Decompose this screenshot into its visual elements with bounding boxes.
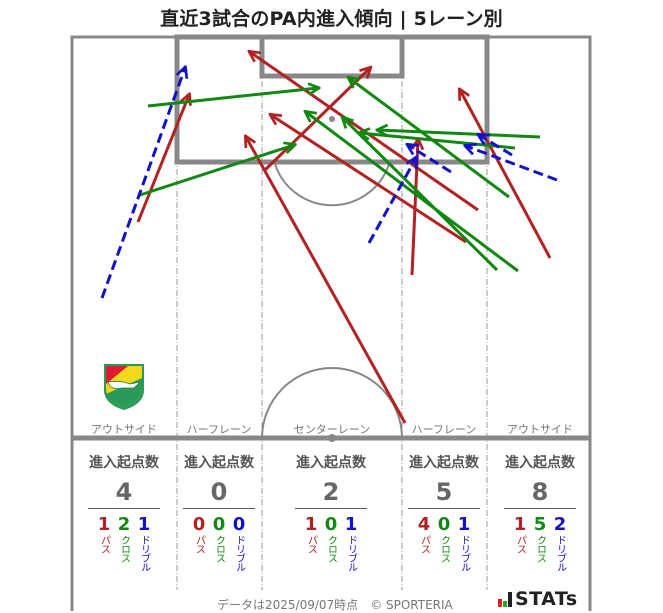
stat-dribble: 1 ドリブル <box>137 514 151 572</box>
cross-arrow <box>349 78 510 199</box>
stat-breakdown: 1 パス 2 クロス 1 ドリブル <box>79 514 169 572</box>
stat-pass: 0 パス <box>192 515 206 571</box>
stat-total: 8 <box>504 478 576 509</box>
stat-total: 4 <box>88 478 160 509</box>
stat-pass-label: パス <box>98 535 110 553</box>
stat-pass: 1 パス <box>304 515 318 571</box>
stat-breakdown: 1 パス 0 クロス 1 ドリブル <box>286 514 376 572</box>
stat-pass-count: 1 <box>97 514 111 535</box>
pass-arrow <box>271 115 467 244</box>
stat-dribble: 0 ドリブル <box>232 514 246 572</box>
stat-dribble-count: 1 <box>457 514 471 535</box>
lane-stat-column: 進入起点数 2 1 パス 0 クロス 1 ドリブル <box>286 452 376 571</box>
stat-header: 進入起点数 <box>505 455 575 471</box>
stat-pass-label: パス <box>514 535 526 553</box>
stat-cross: 0 クロス <box>324 515 338 571</box>
stat-cross-count: 2 <box>117 514 131 535</box>
cross-arrow <box>147 88 318 108</box>
stat-cross-count: 5 <box>533 514 547 535</box>
stat-dribble: 1 ドリブル <box>344 514 358 572</box>
stat-cross: 5 クロス <box>533 515 547 571</box>
lane-stat-column: 進入起点数 5 4 パス 0 クロス 1 ドリブル <box>399 452 489 571</box>
stat-pass-label: パス <box>193 535 205 553</box>
lane-label-halflane-left: ハーフレーン <box>186 423 252 436</box>
cross-arrow <box>343 118 499 272</box>
lane-label-outside-right: アウトサイド <box>507 423 573 436</box>
stat-dribble-label: ドリブル <box>345 535 357 571</box>
dribble-arrow <box>479 135 513 157</box>
stat-dribble-count: 2 <box>553 514 567 535</box>
lane-stat-column: 進入起点数 4 1 パス 2 クロス 1 ドリブル <box>79 452 169 571</box>
cross-arrow <box>378 130 541 139</box>
penalty-spot <box>329 116 335 122</box>
lane-label-center: センターレーン <box>293 423 371 436</box>
stat-pass-count: 4 <box>417 514 431 535</box>
stat-pass-count: 1 <box>513 514 527 535</box>
stat-pass: 1 パス <box>97 515 111 571</box>
stat-total: 5 <box>408 478 480 509</box>
stat-cross: 0 クロス <box>212 515 226 571</box>
pass-arrow <box>246 137 407 424</box>
stat-header: 進入起点数 <box>184 455 254 471</box>
stat-header: 進入起点数 <box>89 455 159 471</box>
stat-pass: 1 パス <box>513 515 527 571</box>
stat-total: 2 <box>295 478 367 509</box>
cross-arrow <box>306 112 519 273</box>
lane-stat-column: 進入起点数 8 1 パス 5 クロス 2 ドリブル <box>495 452 585 571</box>
stat-cross: 0 クロス <box>437 515 451 571</box>
stat-cross-label: クロス <box>213 535 225 562</box>
stat-cross-count: 0 <box>324 514 338 535</box>
stats-logo: STATs <box>498 588 578 610</box>
stat-dribble-count: 1 <box>344 514 358 535</box>
stat-cross: 2 クロス <box>117 515 131 571</box>
stat-dribble: 1 ドリブル <box>457 514 471 572</box>
footer-credit: データは2025/09/07時点 © SPORTERIA <box>217 598 453 612</box>
pass-arrow <box>460 90 552 259</box>
stat-dribble-label: ドリブル <box>554 535 566 571</box>
stat-pass-label: パス <box>305 535 317 553</box>
stat-dribble-count: 1 <box>137 514 151 535</box>
stat-cross-label: クロス <box>438 535 450 562</box>
stat-pass-label: パス <box>418 535 430 553</box>
stat-header: 進入起点数 <box>409 455 479 471</box>
dribble-arrow <box>408 145 452 174</box>
dribble-arrow <box>367 158 416 244</box>
stat-dribble-count: 0 <box>232 514 246 535</box>
cross-arrow <box>360 133 516 150</box>
stat-cross-label: クロス <box>534 535 546 562</box>
lane-label-halflane-right: ハーフレーン <box>411 423 477 436</box>
stat-dribble: 2 ドリブル <box>553 514 567 572</box>
stat-cross-count: 0 <box>212 514 226 535</box>
lane-stat-column: 進入起点数 0 0 パス 0 クロス 0 ドリブル <box>174 452 264 571</box>
stat-dribble-label: ドリブル <box>458 535 470 571</box>
brand-text: STATs <box>515 588 578 610</box>
pass-arrow <box>136 95 189 223</box>
goal-area <box>259 34 405 79</box>
stat-pass: 4 パス <box>417 515 431 571</box>
cross-arrow <box>139 145 294 197</box>
stat-pass-count: 0 <box>192 514 206 535</box>
stat-dribble-label: ドリブル <box>233 535 245 571</box>
penalty-arc <box>274 163 390 207</box>
chart-title: 直近3試合のPA内進入傾向 | 5レーン別 <box>160 8 503 30</box>
team-crest-icon <box>104 364 144 410</box>
stat-breakdown: 1 パス 5 クロス 2 ドリブル <box>495 514 585 572</box>
dribble-arrows <box>100 68 558 299</box>
center-spot <box>328 434 336 442</box>
stat-cross-label: クロス <box>325 535 337 562</box>
stat-pass-count: 1 <box>304 514 318 535</box>
stat-total: 0 <box>183 478 255 509</box>
stat-breakdown: 0 パス 0 クロス 0 ドリブル <box>174 514 264 572</box>
dribble-arrow <box>466 146 558 182</box>
stat-header: 進入起点数 <box>296 455 366 471</box>
stat-breakdown: 4 パス 0 クロス 1 ドリブル <box>399 514 489 572</box>
stat-cross-label: クロス <box>118 535 130 562</box>
stat-dribble-label: ドリブル <box>138 535 150 571</box>
lane-label-outside-left: アウトサイド <box>91 423 157 436</box>
dribble-arrow <box>100 68 185 299</box>
cross-arrows <box>139 78 541 273</box>
stat-cross-count: 0 <box>437 514 451 535</box>
stats-logo-icon <box>498 592 512 607</box>
